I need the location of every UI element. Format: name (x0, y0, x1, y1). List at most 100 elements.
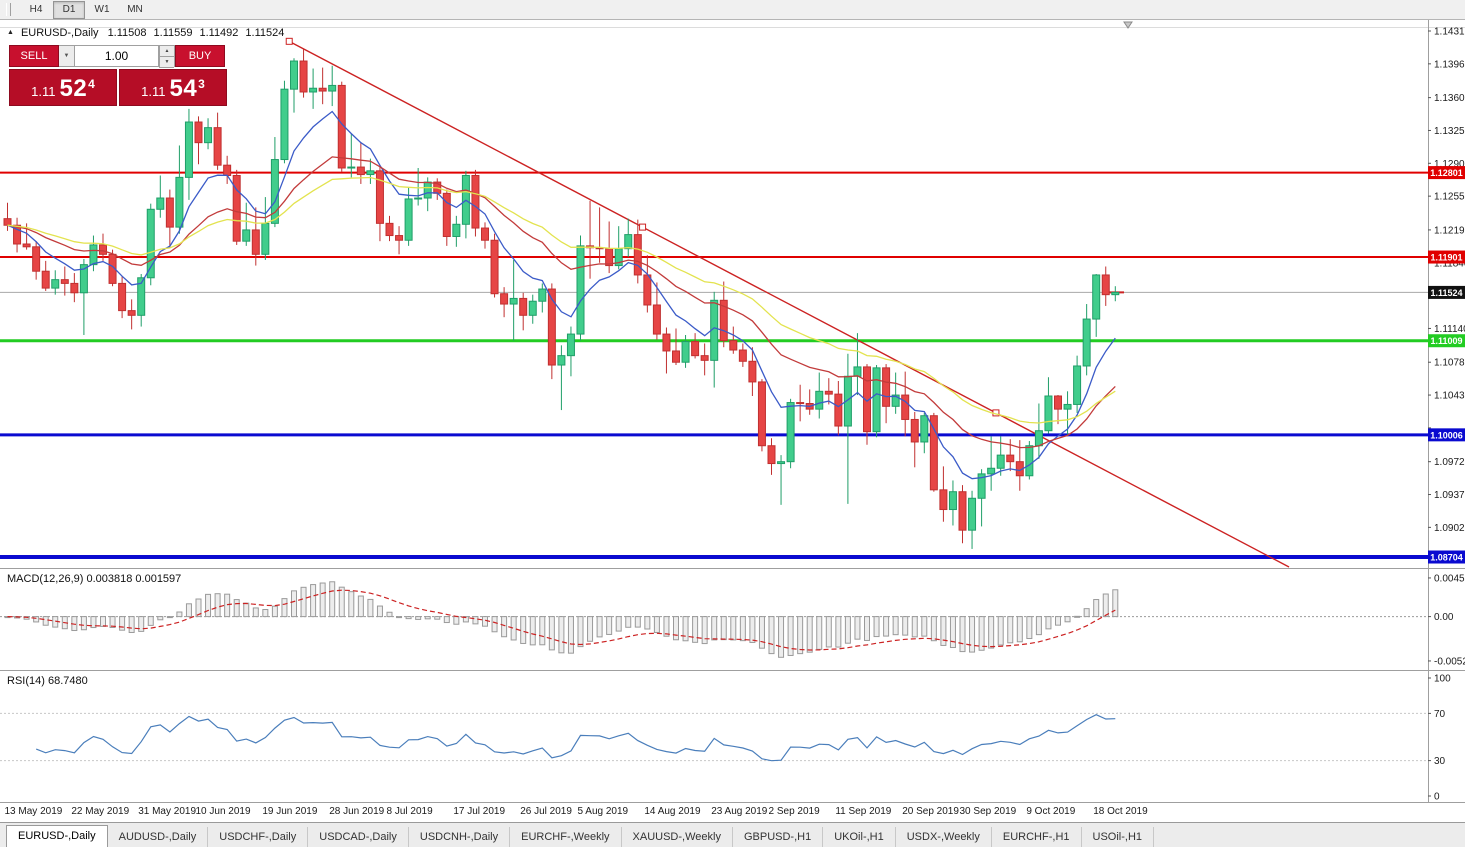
trendline-handle[interactable] (285, 37, 293, 45)
sell-price-main: 52 (59, 75, 88, 102)
price-badge-label: 1.10006 (1430, 430, 1463, 440)
price-badge (1428, 285, 1465, 299)
price-badge (1428, 166, 1465, 180)
x-axis-label: 11 Sep 2019 (835, 806, 891, 817)
chart-tab[interactable]: USDX-,Weekly (896, 827, 992, 847)
chart-tab[interactable]: UKOil-,H1 (823, 827, 896, 847)
volume-dropdown-icon[interactable]: ▼ (59, 45, 75, 67)
x-axis-label: 9 Oct 2019 (1026, 806, 1075, 817)
candlestick-series (3, 48, 1120, 549)
x-axis-label: 26 Jul 2019 (520, 806, 572, 817)
chart-symbol-label: EURUSD-,Daily (20, 27, 99, 39)
x-axis-label: 22 May 2019 (71, 806, 129, 817)
period-button-mn[interactable]: MN (127, 3, 143, 15)
macd-axis-label: -0.005205 (1434, 656, 1465, 667)
macd-signal-line (7, 589, 1116, 651)
volume-up-icon[interactable]: ▲ (159, 45, 174, 57)
price-badge (1428, 550, 1465, 564)
chart-tab[interactable]: USDCAD-,Daily (308, 827, 409, 847)
buy-button[interactable]: BUY (175, 45, 225, 67)
x-axis-label: 30 Sep 2019 (960, 806, 1017, 817)
volume-down-icon[interactable]: ▼ (159, 57, 174, 68)
ohlc-low-value: 1.11492 (199, 27, 239, 39)
chart-info-bar: ▲ EURUSD-,Daily 1.11508 1.11559 1.11492 … (7, 27, 284, 39)
rsi-axis-label: 100 (1434, 674, 1451, 685)
trendline-handle[interactable] (639, 223, 647, 231)
chart-tab[interactable]: USOil-,H1 (1082, 827, 1155, 847)
y-axis-label: 1.14310 (1434, 27, 1465, 38)
rsi-indicator-label: RSI(14) 68.7480 (7, 675, 88, 687)
y-axis-label: 1.13960 (1434, 59, 1465, 70)
rsi-axis-label: 30 (1434, 756, 1446, 767)
chart-tabs: EURUSD-,Daily AUDUSD-,Daily USDCHF-,Daily U… (0, 822, 1465, 847)
chart-shift-marker[interactable] (1123, 21, 1133, 29)
macd-indicator-label: MACD(12,26,9) 0.003818 0.001597 (7, 573, 182, 585)
y-axis-label: 1.10430 (1434, 391, 1465, 402)
trendline-object[interactable] (288, 40, 1290, 568)
ohlc-open-value: 1.11508 (107, 27, 147, 39)
chart-tab[interactable]: EURCHF-,Weekly (510, 827, 622, 847)
x-axis-label: 19 Jun 2019 (262, 806, 317, 817)
x-axis-label: 23 Aug 2019 (711, 806, 768, 817)
y-axis-label: 1.12550 (1434, 192, 1465, 203)
chart-tab[interactable]: EURUSD-,Daily (6, 825, 108, 847)
chart-tab[interactable]: XAUUSD-,Weekly (622, 827, 733, 847)
x-axis-label: 14 Aug 2019 (644, 806, 701, 817)
chart-tab[interactable]: USDCHF-,Daily (208, 827, 309, 847)
chart-tab[interactable]: GBPUSD-,H1 (733, 827, 824, 847)
chart-tab[interactable]: EURCHF-,H1 (992, 827, 1082, 847)
x-axis-label: 28 Jun 2019 (329, 806, 384, 817)
macd-panel: 0.004536 0.00 -0.005205 (0, 573, 1465, 667)
rsi-panel: 100 70 30 0 (0, 674, 1451, 803)
x-axis-label: 20 Sep 2019 (902, 806, 959, 817)
period-button-w1[interactable]: W1 (94, 3, 110, 15)
buy-price-main: 54 (169, 75, 198, 102)
time-axis: 13 May 2019 22 May 2019 31 May 2019 10 Jun … (5, 806, 1149, 817)
x-axis-label: 17 Jul 2019 (453, 806, 505, 817)
ma-line-8 (7, 110, 1116, 480)
rsi-line (35, 714, 1116, 762)
one-click-collapse-icon[interactable]: ▲ (7, 28, 14, 36)
y-axis-label: 1.12190 (1434, 225, 1465, 236)
x-axis-label: 5 Aug 2019 (578, 806, 629, 817)
y-axis-label: 1.11840 (1434, 258, 1465, 269)
buy-price-button[interactable]: 1.11 54 3 (119, 69, 227, 106)
horizontal-lines (0, 171, 1428, 560)
period-button-h4[interactable]: H4 (29, 3, 43, 15)
price-badge-label: 1.11009 (1430, 336, 1462, 346)
chart-tab[interactable]: USDCNH-,Daily (409, 827, 511, 847)
period-button-d1[interactable]: D1 (53, 0, 85, 19)
ohlc-close-value: 1.11524 (245, 27, 285, 39)
volume-input[interactable] (75, 45, 159, 67)
sell-price-pip: 4 (88, 77, 95, 91)
trendline (285, 37, 1290, 568)
x-axis-label: 10 Jun 2019 (196, 806, 251, 817)
toolbar-grip[interactable] (6, 3, 11, 16)
x-axis-label: 18 Oct 2019 (1093, 806, 1148, 817)
x-axis-label: 31 May 2019 (138, 806, 196, 817)
rsi-axis-label: 0 (1434, 792, 1440, 803)
sell-price-prefix: 1.11 (31, 84, 56, 99)
chart-tab[interactable]: AUDUSD-,Daily (108, 827, 209, 847)
y-axis-label: 1.10780 (1434, 358, 1465, 369)
moving-averages (7, 110, 1116, 480)
ohlc-high-value: 1.11559 (153, 27, 193, 39)
price-badge (1428, 428, 1465, 442)
price-axis: 1.14310 1.13960 1.13600 1.13250 1.12900 1.125… (1428, 27, 1465, 564)
sell-button[interactable]: SELL (9, 45, 59, 67)
chart-window: 1.14310 1.13960 1.13600 1.13250 1.12900 1.125… (0, 20, 1465, 822)
period-toolbar: H4 D1 W1 MN (0, 0, 1465, 20)
y-axis-label: 1.11140 (1434, 324, 1465, 335)
x-axis-label: 13 May 2019 (5, 806, 63, 817)
ma-line-21 (7, 156, 1116, 449)
price-badge (1428, 334, 1465, 348)
y-axis-label: 1.09720 (1434, 457, 1465, 468)
y-axis-label: 1.09020 (1434, 523, 1465, 534)
macd-axis-label: 0.004536 (1434, 573, 1465, 584)
price-badge-label: 1.08704 (1430, 553, 1463, 563)
price-badge-label: 1.12801 (1430, 168, 1463, 178)
buy-price-pip: 3 (198, 77, 205, 91)
x-axis-label: 2 Sep 2019 (769, 806, 821, 817)
chart-canvas[interactable]: 1.14310 1.13960 1.13600 1.13250 1.12900 1.125… (0, 20, 1465, 822)
sell-price-button[interactable]: 1.11 52 4 (9, 69, 117, 106)
